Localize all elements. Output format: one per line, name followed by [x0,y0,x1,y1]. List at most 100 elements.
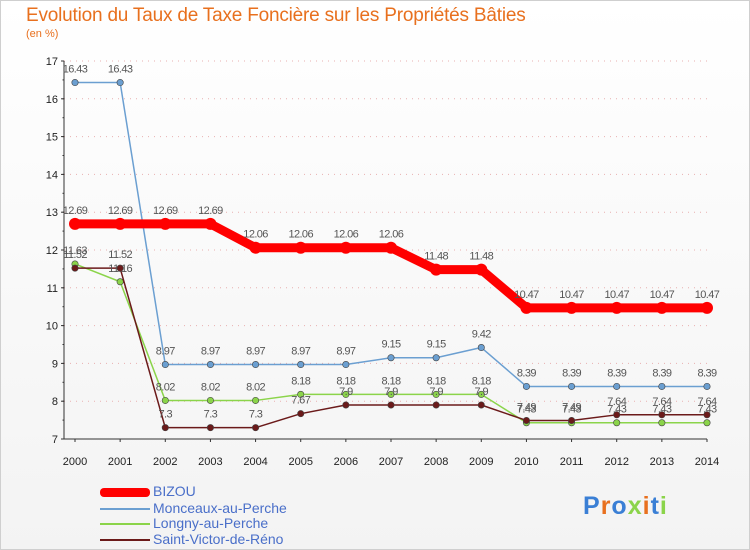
data-point [249,241,262,254]
data-label: 8.97 [291,346,310,358]
data-label: 9.15 [427,339,446,351]
x-tick-label: 2006 [334,456,358,468]
data-point [613,382,621,390]
data-label: 8.18 [381,375,400,387]
data-label: 8.39 [607,367,626,379]
data-point [387,354,395,362]
y-tick-label: 10 [46,321,58,333]
data-point [161,396,169,404]
data-label: 10.47 [695,289,720,301]
x-tick-label: 2001 [108,456,132,468]
data-label: 7.43 [517,404,536,416]
data-point [522,416,530,424]
legend-entry: Saint-Victor-de-Réno [153,531,284,547]
data-point [342,390,350,398]
data-label: 7.49 [562,401,581,413]
data-label: 11.48 [424,251,448,263]
data-label: 8.18 [291,375,310,387]
data-label: 12.69 [108,205,133,217]
logo-letter: P [583,492,601,520]
logo-letter: r [600,492,612,520]
y-tick-label: 17 [46,56,58,68]
data-label: 8.18 [336,375,355,387]
data-point [703,419,711,427]
data-label: 12.69 [153,205,178,217]
legend-swatch [100,508,150,510]
y-tick-label: 13 [46,207,58,219]
data-point [385,241,397,254]
x-tick-label: 2009 [469,456,493,468]
data-point [116,79,124,87]
data-point [69,217,81,230]
data-point [477,401,485,409]
data-label: 8.97 [336,346,355,358]
data-point [520,301,533,314]
data-point [297,390,305,398]
data-point [297,410,305,418]
data-label: 7.64 [652,396,671,408]
data-label: 8.18 [472,375,491,387]
data-label: 9.15 [381,339,400,351]
data-point [610,301,623,314]
x-tick-label: 2012 [604,456,628,468]
data-label: 8.97 [156,346,175,358]
data-point [204,217,217,230]
data-label: 11.52 [63,249,87,261]
data-label: 7.9 [475,386,489,398]
data-label: 8.02 [156,381,175,393]
data-point [161,361,169,369]
data-label: 8.39 [697,367,716,379]
data-point [430,263,443,276]
data-point [71,79,79,87]
data-point [342,361,350,369]
chart-title: Evolution du Taux de Taxe Foncière sur l… [26,5,526,26]
data-label: 7.43 [697,404,716,416]
data-label: 11.63 [63,245,87,257]
data-point [161,424,169,432]
data-point [387,401,395,409]
data-label: 8.97 [201,346,220,358]
data-point [252,396,260,404]
data-label: 8.39 [652,367,671,379]
data-label: 8.02 [201,381,220,393]
data-point [658,419,666,427]
data-point [658,411,666,419]
data-point [387,390,395,398]
data-label: 12.06 [334,229,359,241]
proxiti-logo: Proxiti [583,492,668,521]
data-point [116,278,124,286]
data-label: 7.64 [607,396,626,408]
data-point [297,361,305,369]
data-point [658,382,666,390]
data-label: 7.3 [159,409,173,421]
data-label: 8.39 [517,367,536,379]
data-label: 7.43 [652,404,671,416]
data-label: 8.39 [562,367,581,379]
legend-entry: Monceaux-au-Perche [153,500,287,516]
data-point [432,390,440,398]
y-tick-label: 8 [52,396,58,408]
data-label: 7.64 [697,396,716,408]
chart-subtitle: (en %) [26,28,59,40]
data-label: 8.02 [246,381,265,393]
data-point [703,411,711,419]
x-tick-label: 2010 [514,456,538,468]
data-point [701,301,713,314]
data-point [565,301,578,314]
data-label: 11.48 [469,251,493,263]
data-point [655,301,668,314]
data-label: 7.9 [339,386,353,398]
x-tick-label: 2000 [63,456,87,468]
data-point [114,217,127,230]
legend-swatch [100,539,150,541]
data-label: 7.9 [429,386,443,398]
data-label: 16.43 [108,64,133,76]
x-tick-label: 2005 [288,456,312,468]
data-label: 12.06 [379,229,404,241]
x-tick-label: 2004 [243,456,267,468]
data-label: 8.97 [246,346,265,358]
logo-letter: o [611,492,628,520]
logo-letter: i [659,492,668,520]
data-point [568,416,576,424]
data-point [613,419,621,427]
